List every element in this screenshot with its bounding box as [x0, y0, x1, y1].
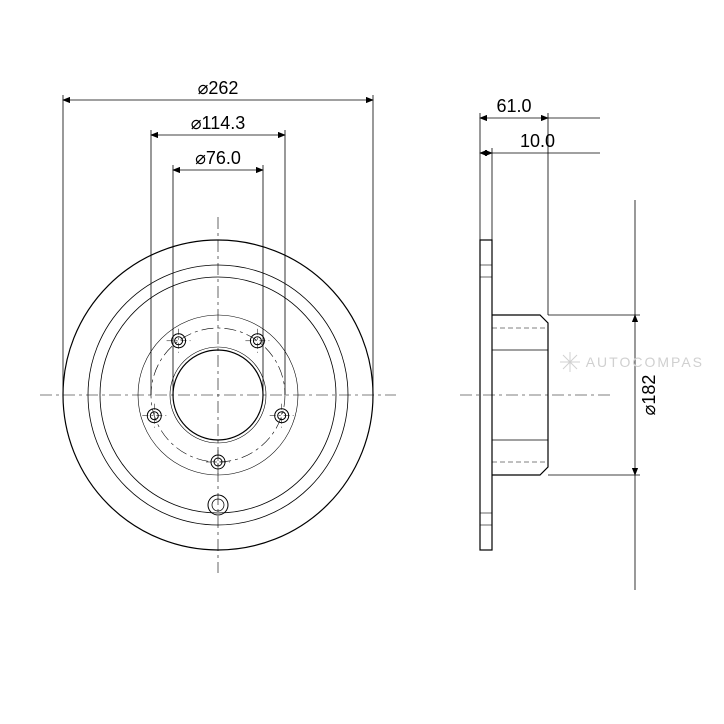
label-d262: ⌀262 — [198, 78, 239, 98]
label-t10: 10.0 — [520, 131, 555, 151]
label-d76: ⌀76.0 — [195, 148, 241, 168]
technical-drawing: ⌀262 ⌀114.3 ⌀76.0 61.0 10.0 ⌀182 — [0, 0, 724, 724]
dimensions-side — [480, 113, 640, 590]
front-view — [40, 217, 396, 573]
label-w61: 61.0 — [496, 96, 531, 116]
label-d114: ⌀114.3 — [191, 113, 246, 133]
label-d182: ⌀182 — [639, 375, 659, 416]
side-view — [460, 240, 610, 550]
dimension-labels: ⌀262 ⌀114.3 ⌀76.0 61.0 10.0 ⌀182 — [191, 78, 659, 415]
